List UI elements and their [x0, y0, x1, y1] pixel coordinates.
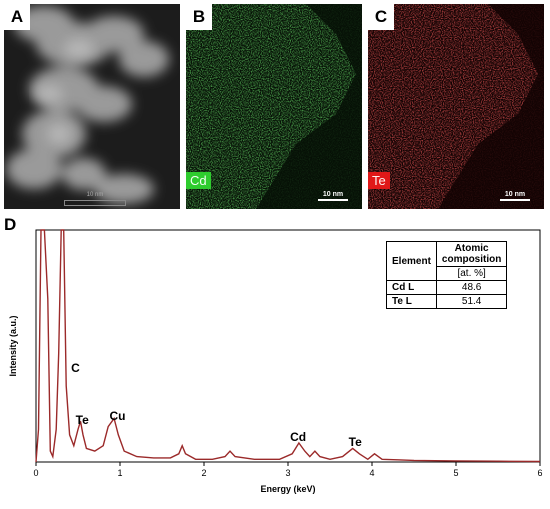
spectrum-line [35, 229, 541, 463]
x-tick-label: 3 [285, 468, 290, 478]
table-unit-row: [at. %] [387, 266, 508, 281]
stem-image-panel: A 10 nm [4, 4, 180, 209]
table-header-unit: [at. %] [435, 266, 508, 281]
table-cell-element: Te L [386, 294, 437, 309]
scale-label-c: 10 nm [504, 191, 526, 198]
x-axis-label: Energy (keV) [260, 484, 315, 494]
peak-label-te-2: Te [349, 435, 362, 449]
table-header-atomic-composition: Atomic composition [435, 241, 508, 267]
panel-letter-b: B [186, 4, 212, 30]
x-tick-label: 5 [453, 468, 458, 478]
table-cell-element: Cd L [386, 280, 437, 295]
y-axis-label: Intensity (a.u.) [8, 315, 18, 376]
peak-label-cu: Cu [109, 409, 125, 423]
scale-bar-a: 10 nm [64, 192, 126, 206]
scale-bar-line-b [318, 199, 348, 201]
cd-elemental-map [186, 4, 362, 209]
scale-label-a: 10 nm [86, 192, 104, 198]
panel-letter-a: A [4, 4, 30, 30]
panel-letter-c: C [368, 4, 394, 30]
scale-bar-line-c [500, 199, 530, 201]
stem-image [4, 4, 180, 209]
panel-letter-d: D [4, 215, 17, 234]
x-tick-label: 0 [33, 468, 38, 478]
cd-map-panel: B Cd 10 nm [186, 4, 362, 209]
te-map-panel: C Te 10 nm [368, 4, 544, 209]
peak-label-c: C [71, 361, 80, 375]
table-header-element: Element [386, 241, 437, 281]
table-cell-value: 51.4 [435, 294, 508, 309]
peak-label-cd: Cd [290, 430, 306, 444]
scale-bar-b: 10 nm [318, 191, 348, 201]
x-tick-label: 1 [117, 468, 122, 478]
peak-label-te-1: Te [76, 413, 89, 427]
scale-label-b: 10 nm [322, 191, 344, 198]
table-row: Cd L 48.6 [386, 280, 508, 295]
x-tick-label: 2 [201, 468, 206, 478]
element-label-te: Te [368, 172, 390, 189]
table-header-line2: composition [441, 254, 502, 265]
te-elemental-map [368, 4, 544, 209]
element-label-cd: Cd [186, 172, 211, 189]
table-row: Te L 51.4 [386, 294, 508, 309]
x-tick-label: 4 [369, 468, 374, 478]
scale-bar-c: 10 nm [500, 191, 530, 201]
x-axis-ticks: 0 1 2 3 4 5 6 [33, 462, 543, 478]
table-header-row: Element Atomic composition [386, 241, 508, 281]
table-cell-value: 48.6 [435, 280, 508, 295]
x-tick-label: 6 [537, 468, 542, 478]
table-header-line1: Atomic [454, 243, 489, 254]
atomic-composition-table: Element Atomic composition [at. %] Cd L 4… [386, 241, 508, 309]
